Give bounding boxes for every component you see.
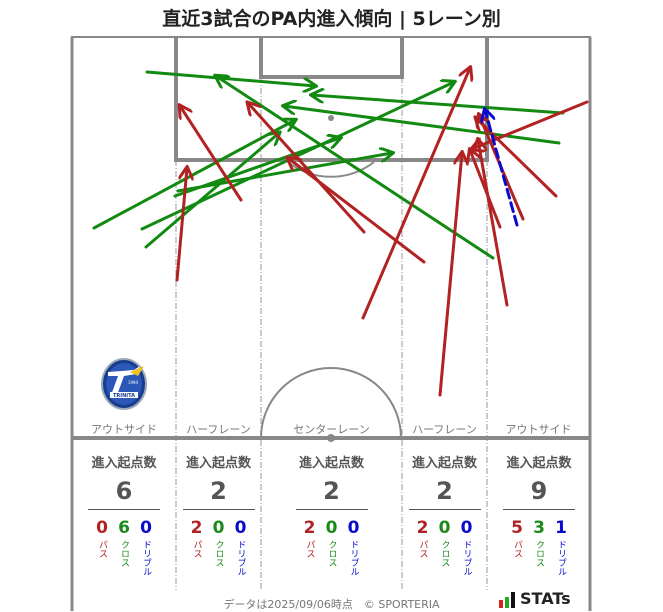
dribble-count: 0 <box>347 518 360 538</box>
pass-label: パス <box>304 540 315 558</box>
team-logo: TRINITA 1994 <box>101 358 147 410</box>
divider <box>408 509 481 510</box>
stat-total: 2 <box>210 477 227 505</box>
pass-label: パス <box>97 540 107 558</box>
stat-header: 進入起点数 <box>185 456 251 471</box>
cross-arrow <box>284 106 561 145</box>
pass-arrow <box>180 106 243 202</box>
cross-arrow <box>144 133 279 249</box>
cross-arrow <box>312 95 565 115</box>
pass-arrow <box>472 100 589 149</box>
stat-header: 進入起点数 <box>506 456 572 471</box>
cross-arrow <box>216 76 495 260</box>
center-spot <box>327 434 335 442</box>
footer-credit: データは2025/09/06時点 © SPORTERIA <box>223 598 440 611</box>
pass-arrow <box>438 153 462 397</box>
stat-total: 6 <box>115 477 133 505</box>
lane-label-center: センターレーン <box>293 423 370 436</box>
lane-label-right-half: ハーフレーン <box>412 423 477 436</box>
cross-count: 0 <box>438 518 451 538</box>
pass-arrow <box>175 168 187 282</box>
dribble-count: 0 <box>460 518 473 538</box>
stat-column-right-half: 進入起点数 2 2 パス 0 クロス 0 ドリブル <box>402 452 487 576</box>
cross-label: クロス <box>213 540 224 567</box>
pass-count: 2 <box>190 518 203 538</box>
cross-arrow <box>173 138 340 198</box>
cross-label: クロス <box>119 540 129 567</box>
lane-label-left-outside: アウトサイド <box>91 423 157 436</box>
dribble-label: ドリブル <box>348 540 359 576</box>
dribble-count: 1 <box>555 518 567 538</box>
divider <box>503 509 575 510</box>
stat-column-center: 進入起点数 2 2 パス 0 クロス 0 ドリブル <box>261 452 402 576</box>
pass-label: パス <box>512 540 522 558</box>
pass-arrow <box>361 68 470 320</box>
dribble-count: 0 <box>140 518 152 538</box>
lane-label-right-outside: アウトサイド <box>505 423 572 436</box>
logo-bar-red <box>499 600 503 608</box>
stat-total: 9 <box>530 477 548 505</box>
pass-count: 0 <box>96 518 108 538</box>
pass-count: 2 <box>416 518 429 538</box>
svg-text:1994: 1994 <box>128 380 139 385</box>
pass-count: 5 <box>511 518 523 538</box>
cross-arrow <box>145 70 315 86</box>
cross-arrow <box>176 153 392 193</box>
chart-title: 直近3試合のPA内進入傾向 | 5レーン別 <box>162 8 501 30</box>
stat-total: 2 <box>323 477 340 505</box>
dribble-label: ドリブル <box>141 540 151 576</box>
pass-arrow <box>288 158 426 264</box>
dribble-label: ドリブル <box>235 540 246 576</box>
cross-count: 3 <box>533 518 545 538</box>
cross-arrow <box>92 120 295 230</box>
stat-column-left-half: 進入起点数 2 2 パス 0 クロス 0 ドリブル <box>176 452 261 576</box>
pass-label: パス <box>191 540 202 558</box>
stats-brand-logo: STATs <box>499 590 571 608</box>
dribble-arrow <box>485 110 519 227</box>
pass-arrow <box>478 140 509 307</box>
cross-label: クロス <box>439 540 450 567</box>
arrow-layer <box>92 68 589 397</box>
pass-label: パス <box>417 540 428 558</box>
pass-count: 2 <box>303 518 316 538</box>
cross-arrow <box>140 82 454 231</box>
penalty-spot <box>328 115 334 121</box>
pass-arrow <box>470 150 502 229</box>
cross-count: 0 <box>325 518 338 538</box>
divider <box>182 509 255 510</box>
stat-column-right-outside: 進入起点数 9 5 パス 3 クロス 1 ドリブル <box>497 452 581 576</box>
stat-column-left-outside: 進入起点数 6 0 パス 6 クロス 0 ドリブル <box>82 452 166 576</box>
divider <box>88 509 160 510</box>
cross-label: クロス <box>326 540 337 567</box>
logo-bar-green <box>505 597 509 608</box>
dribble-label: ドリブル <box>556 540 566 576</box>
lane-label-left-half: ハーフレーン <box>186 423 251 436</box>
cross-label: クロス <box>534 540 544 567</box>
lane-dividers <box>175 77 488 590</box>
stat-header: 進入起点数 <box>298 456 364 471</box>
dribble-count: 0 <box>234 518 247 538</box>
stat-header: 進入起点数 <box>91 456 157 471</box>
brand-name: STATs <box>520 589 571 608</box>
pitch-lines <box>70 36 592 611</box>
stat-total: 2 <box>436 477 453 505</box>
dribble-label: ドリブル <box>461 540 472 576</box>
logo-bar-black <box>511 592 515 608</box>
cross-count: 0 <box>212 518 225 538</box>
pass-arrow <box>248 103 366 234</box>
cross-count: 6 <box>118 518 130 538</box>
svg-text:TRINITA: TRINITA <box>113 393 135 399</box>
divider <box>295 509 368 510</box>
stat-header: 進入起点数 <box>411 456 477 471</box>
